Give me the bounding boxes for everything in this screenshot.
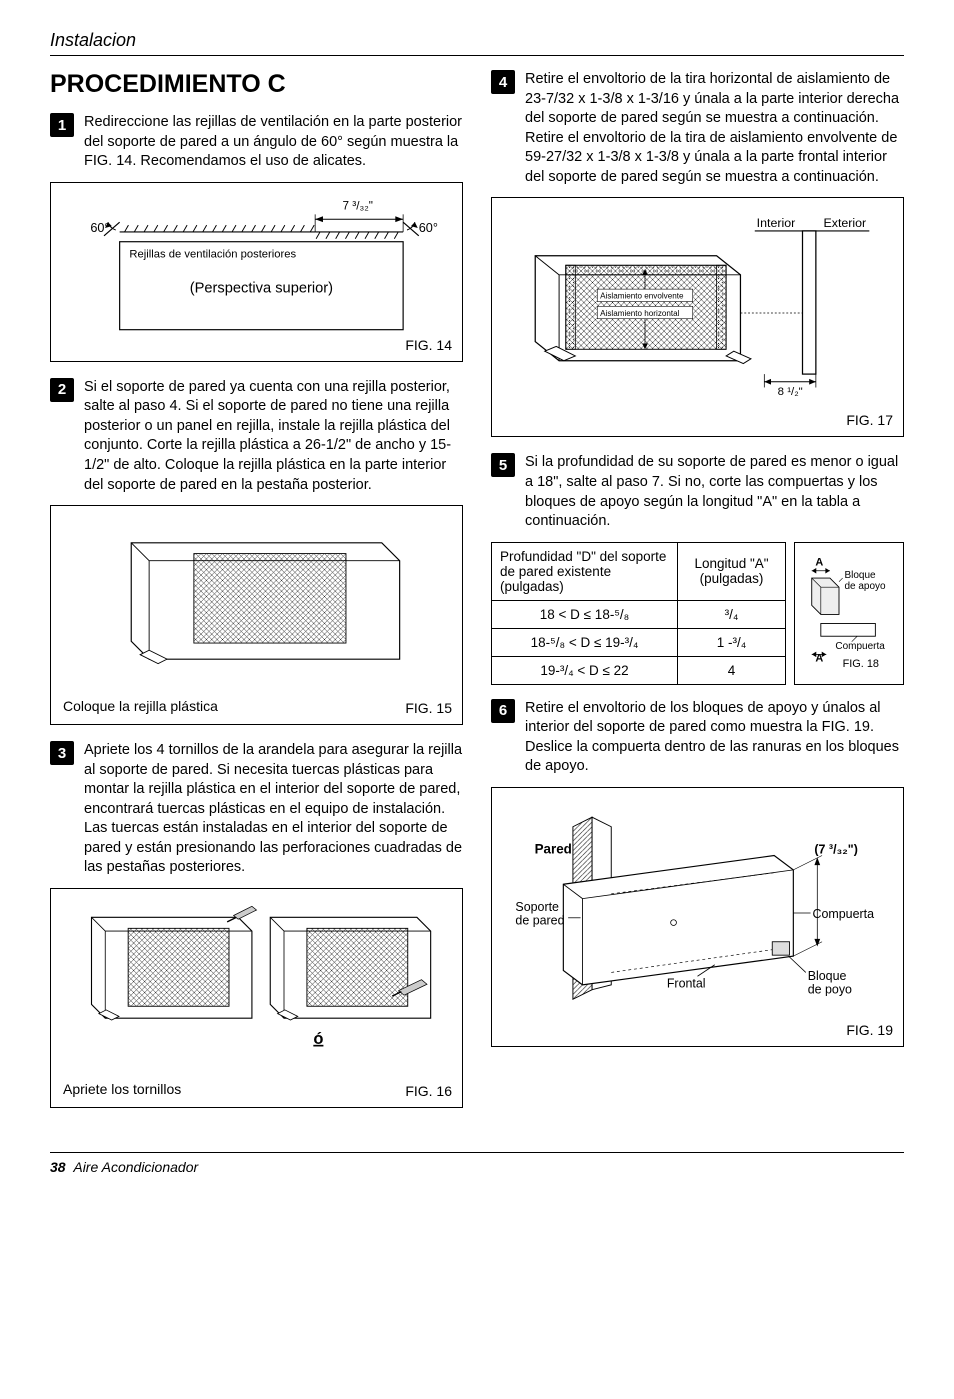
figure-15-label: FIG. 15 (405, 700, 452, 716)
step-1-badge: 1 (50, 113, 74, 137)
step-2-text: Si el soporte de pared ya cuenta con una… (84, 378, 463, 495)
step-4-text: Retire el envoltorio de la tira horizont… (525, 70, 904, 187)
figure-16-label: FIG. 16 (405, 1083, 452, 1099)
step-5-text: Si la profundidad de su soporte de pared… (525, 453, 904, 531)
table-cell-d: 19-³/₄ < D ≤ 22 (492, 656, 678, 684)
fig14-rejillas: Rejillas de ventilación posteriores (129, 248, 296, 260)
header-rule (50, 55, 904, 56)
fig19-compuerta: Compuerta (813, 907, 875, 921)
step-4: 4 Retire el envoltorio de la tira horizo… (491, 70, 904, 187)
left-column: PROCEDIMIENTO C 1 Redireccione las rejil… (50, 70, 463, 1124)
table-cell-d: 18-⁵/₈ < D ≤ 19-³/₄ (492, 628, 678, 656)
table-row: 18 < D ≤ 18-⁵/₈ ³/₄ (492, 600, 786, 628)
figure-14-svg: 60° 60° 7 ³/₃₂" Rejillas de ventilación … (61, 193, 452, 353)
table-cell-a: 4 (678, 656, 786, 684)
figure-17-svg: Interior Exterior 8 ¹/₂" (502, 208, 893, 418)
step-3: 3 Apriete los 4 tornillos de la arandela… (50, 741, 463, 878)
figure-15: Coloque la rejilla plástica FIG. 15 (50, 505, 463, 725)
figure-18-side: A Bloque de apoyo Compuerta (794, 542, 904, 685)
fig19-soporte1: Soporte (515, 900, 559, 914)
figure-16-svg: ó (61, 899, 452, 1064)
step-4-badge: 4 (491, 70, 515, 94)
fig17-dim: 8 ¹/₂" (778, 386, 803, 398)
table-col2-header: Longitud "A" (pulgadas) (678, 542, 786, 600)
step-2: 2 Si el soporte de pared ya cuenta con u… (50, 378, 463, 495)
fig19-bloque2: de poyo (808, 982, 852, 996)
fig19-dim: (7 ³/₃₂") (814, 842, 857, 856)
page-footer: 38 Aire Acondicionador (50, 1152, 904, 1175)
procedure-title: PROCEDIMIENTO C (50, 70, 463, 99)
fig17-interior: Interior (757, 216, 796, 230)
figure-15-caption: Coloque la rejilla plástica (63, 698, 218, 714)
fig16-or: ó (313, 1030, 323, 1048)
step-2-badge: 2 (50, 378, 74, 402)
figure-19-svg: Pared Frontal Soporte de pared (7 ³/₃₂") (502, 798, 893, 1028)
fig18-bloque2: de apoyo (844, 581, 886, 592)
fig18-bloque: Bloque (844, 570, 876, 581)
figure-19: Pared Frontal Soporte de pared (7 ³/₃₂") (491, 787, 904, 1047)
footer-page: 38 (50, 1159, 66, 1175)
table-row: 19-³/₄ < D ≤ 22 4 (492, 656, 786, 684)
figure-18-group: Profundidad "D" del soporte de pared exi… (491, 542, 904, 685)
fig17-exterior: Exterior (824, 216, 867, 230)
table-cell-a: ³/₄ (678, 600, 786, 628)
fig19-frontal: Frontal (667, 977, 706, 991)
fig14-perspectiva: (Perspectiva superior) (190, 280, 333, 296)
figure-18-svg: A Bloque de apoyo Compuerta (799, 547, 899, 680)
figure-18-label: FIG. 18 (843, 658, 879, 670)
figure-17: Interior Exterior 8 ¹/₂" (491, 197, 904, 437)
step-6-badge: 6 (491, 699, 515, 723)
figure-14-label: FIG. 14 (405, 337, 452, 353)
page: Instalacion PROCEDIMIENTO C 1 Redireccio… (0, 0, 954, 1195)
step-6-text: Retire el envoltorio de los bloques de a… (525, 699, 904, 777)
step-6: 6 Retire el envoltorio de los bloques de… (491, 699, 904, 777)
fig14-angle-right: 60° (419, 221, 438, 235)
table-col1-header: Profundidad "D" del soporte de pared exi… (492, 542, 678, 600)
figure-15-svg (61, 516, 452, 686)
fig19-soporte2: de pared (515, 913, 564, 927)
figure-17-label: FIG. 17 (846, 412, 893, 428)
step-3-badge: 3 (50, 741, 74, 765)
figure-19-label: FIG. 19 (846, 1022, 893, 1038)
fig18-A-top: A (815, 556, 823, 568)
footer-product: Aire Acondicionador (73, 1159, 198, 1175)
two-column-layout: PROCEDIMIENTO C 1 Redireccione las rejil… (50, 70, 904, 1124)
fig14-angle-left: 60° (90, 221, 109, 235)
fig19-pared: Pared (535, 841, 572, 856)
table-row: 18-⁵/₈ < D ≤ 19-³/₄ 1 -³/₄ (492, 628, 786, 656)
depth-table: Profundidad "D" del soporte de pared exi… (491, 542, 786, 685)
figure-16-caption: Apriete los tornillos (63, 1081, 181, 1097)
fig17-envolvente: Aislamiento envolvente (600, 292, 684, 301)
fig18-compuerta: Compuerta (835, 641, 885, 652)
table-cell-a: 1 -³/₄ (678, 628, 786, 656)
fig14-dim: 7 ³/₃₂" (343, 199, 373, 212)
step-5-badge: 5 (491, 453, 515, 477)
step-3-text: Apriete los 4 tornillos de la arandela p… (84, 741, 463, 878)
step-1: 1 Redireccione las rejillas de ventilaci… (50, 113, 463, 172)
table-cell-d: 18 < D ≤ 18-⁵/₈ (492, 600, 678, 628)
figure-14: 60° 60° 7 ³/₃₂" Rejillas de ventilación … (50, 182, 463, 362)
figure-16: ó Apriete los tornillos FIG. 16 (50, 888, 463, 1108)
fig17-horizontal: Aislamiento horizontal (600, 309, 680, 318)
fig19-bloque1: Bloque (808, 969, 847, 983)
right-column: 4 Retire el envoltorio de la tira horizo… (491, 70, 904, 1124)
step-1-text: Redireccione las rejillas de ventilación… (84, 113, 463, 172)
step-5: 5 Si la profundidad de su soporte de par… (491, 453, 904, 531)
header-section: Instalacion (50, 30, 904, 51)
